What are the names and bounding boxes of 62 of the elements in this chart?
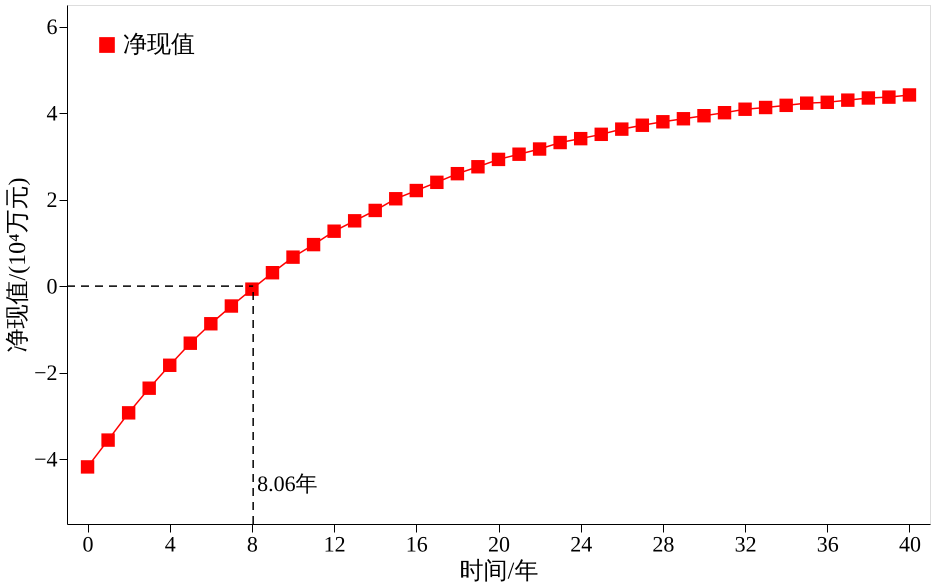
point xyxy=(142,381,156,395)
y-tick-label: −4 xyxy=(34,446,58,472)
point xyxy=(80,460,94,474)
point xyxy=(676,112,690,126)
point xyxy=(718,106,732,120)
point xyxy=(574,132,588,146)
point xyxy=(779,98,793,112)
point xyxy=(738,102,752,116)
point xyxy=(163,358,176,372)
point xyxy=(184,336,197,350)
y-tick-label: −2 xyxy=(34,360,58,386)
point xyxy=(882,90,896,104)
point xyxy=(306,238,320,252)
x-tick-label: 36 xyxy=(816,532,839,556)
point xyxy=(656,115,670,128)
x-tick-label: 28 xyxy=(652,532,674,556)
y-tick-label: 6 xyxy=(46,14,58,40)
point xyxy=(800,96,814,110)
ref-line-label: 8.06年 xyxy=(257,471,318,496)
point xyxy=(327,224,341,238)
point xyxy=(101,433,115,447)
legend-label: 净现值 xyxy=(123,32,195,58)
point xyxy=(204,317,218,330)
x-tick-label: 24 xyxy=(570,532,592,556)
x-tick-label: 4 xyxy=(164,532,176,556)
x-tick-label: 12 xyxy=(324,532,346,556)
point xyxy=(266,266,280,280)
x-tick-label: 20 xyxy=(488,532,510,556)
point xyxy=(512,148,526,161)
point xyxy=(532,142,546,156)
x-tick-label: 0 xyxy=(82,532,94,556)
point xyxy=(122,406,136,420)
point xyxy=(348,214,362,228)
point xyxy=(820,96,834,110)
point xyxy=(553,136,567,150)
point xyxy=(410,184,424,198)
x-tick-label: 16 xyxy=(406,532,428,556)
x-axis-title: 时间/年 xyxy=(460,558,538,584)
y-axis-title: 净现值/(10⁴万元) xyxy=(5,177,32,353)
point xyxy=(224,299,238,313)
point xyxy=(450,166,464,180)
point xyxy=(758,100,772,114)
point xyxy=(841,93,855,107)
point xyxy=(615,122,628,136)
y-tick-label: 0 xyxy=(46,274,58,299)
point xyxy=(697,109,711,122)
x-tick-label: 8 xyxy=(246,532,258,556)
point xyxy=(368,204,382,218)
x-tick-label: 32 xyxy=(734,532,757,556)
point xyxy=(286,250,300,264)
point xyxy=(862,91,876,105)
point xyxy=(389,192,402,206)
y-tick-label: 4 xyxy=(46,100,58,126)
point xyxy=(902,88,916,102)
point xyxy=(430,176,444,190)
point xyxy=(636,118,650,132)
point xyxy=(471,160,485,174)
x-tick-label: 40 xyxy=(898,532,921,556)
point xyxy=(594,128,608,142)
y-tick-label: 2 xyxy=(46,187,58,212)
point xyxy=(492,152,506,166)
point xyxy=(245,282,259,296)
